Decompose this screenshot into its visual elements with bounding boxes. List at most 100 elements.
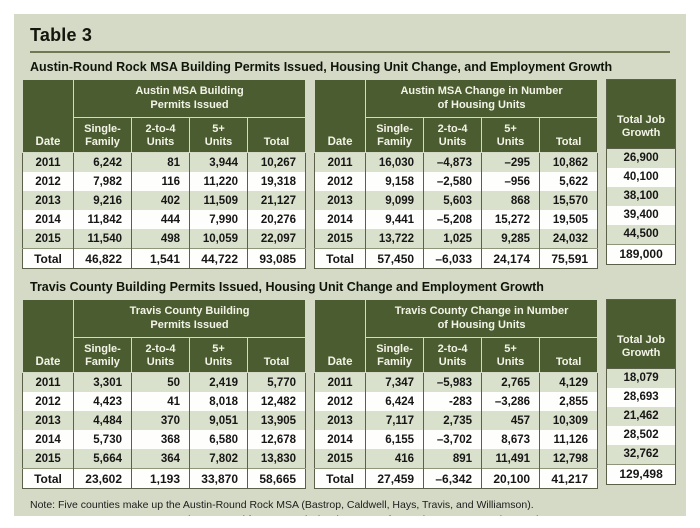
permits-table-austin: Date Austin MSA Building Permits Issued … [22,79,307,269]
section-austin-msa: Austin-Round Rock MSA Building Permits I… [22,60,677,269]
single-family-column-header: Single- Family [73,117,132,153]
value-cell: –5,983 [423,372,482,392]
value-cell: 3,301 [73,372,132,392]
value-cell: 27,459 [365,468,424,489]
total-row: Total 57,450 –6,033 24,174 75,591 [314,248,598,269]
table-row: 2013 7,117 2,735 457 10,309 [314,411,598,430]
tables-row: Date Travis County Building Permits Issu… [22,299,677,489]
five-plus-column-header: 5+ Units [481,337,541,373]
value-cell: 9,285 [481,229,540,249]
date-cell: 2014 [327,433,353,446]
value-cell: 20,100 [481,468,540,489]
value-cell: 370 [131,411,190,430]
date-cell: 2012 [35,395,61,408]
single-family-column-header: Single- Family [73,337,132,373]
value-cell: 20,276 [246,210,306,229]
five-plus-column-header: 5+ Units [481,117,541,153]
value-cell: 6,242 [73,152,132,172]
group-header: Austin MSA Change in Number of Housing U… [365,79,599,118]
value-cell: 13,905 [246,411,306,430]
value-cell: 24,032 [539,229,598,249]
value-cell: 5,664 [73,449,132,469]
value-cell: 498 [131,229,190,249]
value-cell: 368 [131,430,190,449]
value-cell: 11,220 [189,172,248,191]
value-cell: 16,030 [365,152,424,172]
value-cell: –2,580 [423,172,482,191]
value-cell: 58,665 [246,468,306,489]
date-column-header: Date [22,79,74,153]
table-row: 2014 9,441 –5,208 15,272 19,505 [314,210,598,229]
date-cell: 2014 [327,213,353,226]
group-header: Travis County Change in Number of Housin… [365,299,599,338]
five-plus-column-header: 5+ Units [189,337,248,373]
value-cell: 416 [365,449,424,469]
value-cell: 15,272 [481,210,540,229]
table-row: 2014 6,155 –3,702 8,673 11,126 [314,430,598,449]
total-column-header: Total [246,117,307,153]
job-growth-value: 18,079 [607,369,676,388]
table-row: 2012 9,158 –2,580 –956 5,622 [314,172,598,191]
value-cell: 57,450 [365,248,424,269]
table-row: 2013 9,099 5,603 868 15,570 [314,191,598,210]
value-cell: –6,033 [423,248,482,269]
value-cell: 10,309 [539,411,598,430]
value-cell: 19,318 [246,172,306,191]
section-travis-county: Travis County Building Permits Issued, H… [22,280,677,489]
value-cell: 81 [131,152,190,172]
value-cell: 7,347 [365,372,424,392]
value-cell: 3,944 [189,152,248,172]
date-cell: 2012 [327,395,353,408]
value-cell: 6,155 [365,430,424,449]
table-row: 2013 9,216 402 11,509 21,127 [22,191,306,210]
value-cell: 116 [131,172,190,191]
value-cell: 13,722 [365,229,424,249]
value-cell: 11,126 [539,430,598,449]
value-cell: 11,491 [481,449,540,469]
note-text: Note: Five counties make up the Austin-R… [30,499,534,511]
value-cell: 41,217 [539,468,598,489]
value-cell: 444 [131,210,190,229]
value-cell: –4,873 [423,152,482,172]
date-cell: 2014 [35,213,61,226]
value-cell: 11,540 [73,229,132,249]
job-growth-value: 21,462 [607,407,676,426]
tables-row: Date Austin MSA Building Permits Issued … [22,79,677,269]
date-cell: 2013 [327,414,353,427]
date-cell: 2012 [35,175,61,188]
value-cell: 12,678 [246,430,306,449]
value-cell: 8,673 [481,430,540,449]
value-cell: 1,025 [423,229,482,249]
table-row: 2011 7,347 –5,983 2,765 4,129 [314,372,598,392]
value-cell: 41 [131,392,190,411]
date-cell: 2011 [35,156,61,169]
two-to-four-column-header: 2-to-4 Units [423,337,483,373]
job-growth-value: 28,693 [607,388,676,407]
value-cell: 2,735 [423,411,482,430]
value-cell: 9,051 [189,411,248,430]
value-cell: 10,267 [246,152,306,172]
value-cell: 46,822 [73,248,132,269]
value-cell: 6,424 [365,392,424,411]
value-cell: 15,570 [539,191,598,210]
date-column-header: Date [314,79,367,153]
value-cell: 7,990 [189,210,248,229]
job-growth-values: 18,079 28,693 21,462 28,502 32,762 129,498 [606,369,677,485]
value-cell: 4,423 [73,392,132,411]
two-to-four-column-header: 2-to-4 Units [131,337,190,373]
value-cell: 1,193 [131,468,190,489]
total-column-header: Total [246,337,307,373]
total-row: Total 46,822 1,541 44,722 93,085 [22,248,306,269]
job-growth-column: Total Job Growth 26,900 40,100 38,100 39,40… [606,79,677,265]
job-growth-value: 32,762 [607,445,676,464]
date-cell: Total [326,471,354,486]
permits-table-travis: Date Travis County Building Permits Issu… [22,299,307,489]
value-cell: 2,765 [481,372,540,392]
table-row: 2012 4,423 41 8,018 12,482 [22,392,306,411]
value-cell: 5,622 [539,172,598,191]
job-growth-value: 38,100 [607,187,676,206]
value-cell: 21,127 [246,191,306,210]
value-cell: 22,097 [246,229,306,249]
value-cell: 9,441 [365,210,424,229]
date-cell: 2014 [35,433,61,446]
